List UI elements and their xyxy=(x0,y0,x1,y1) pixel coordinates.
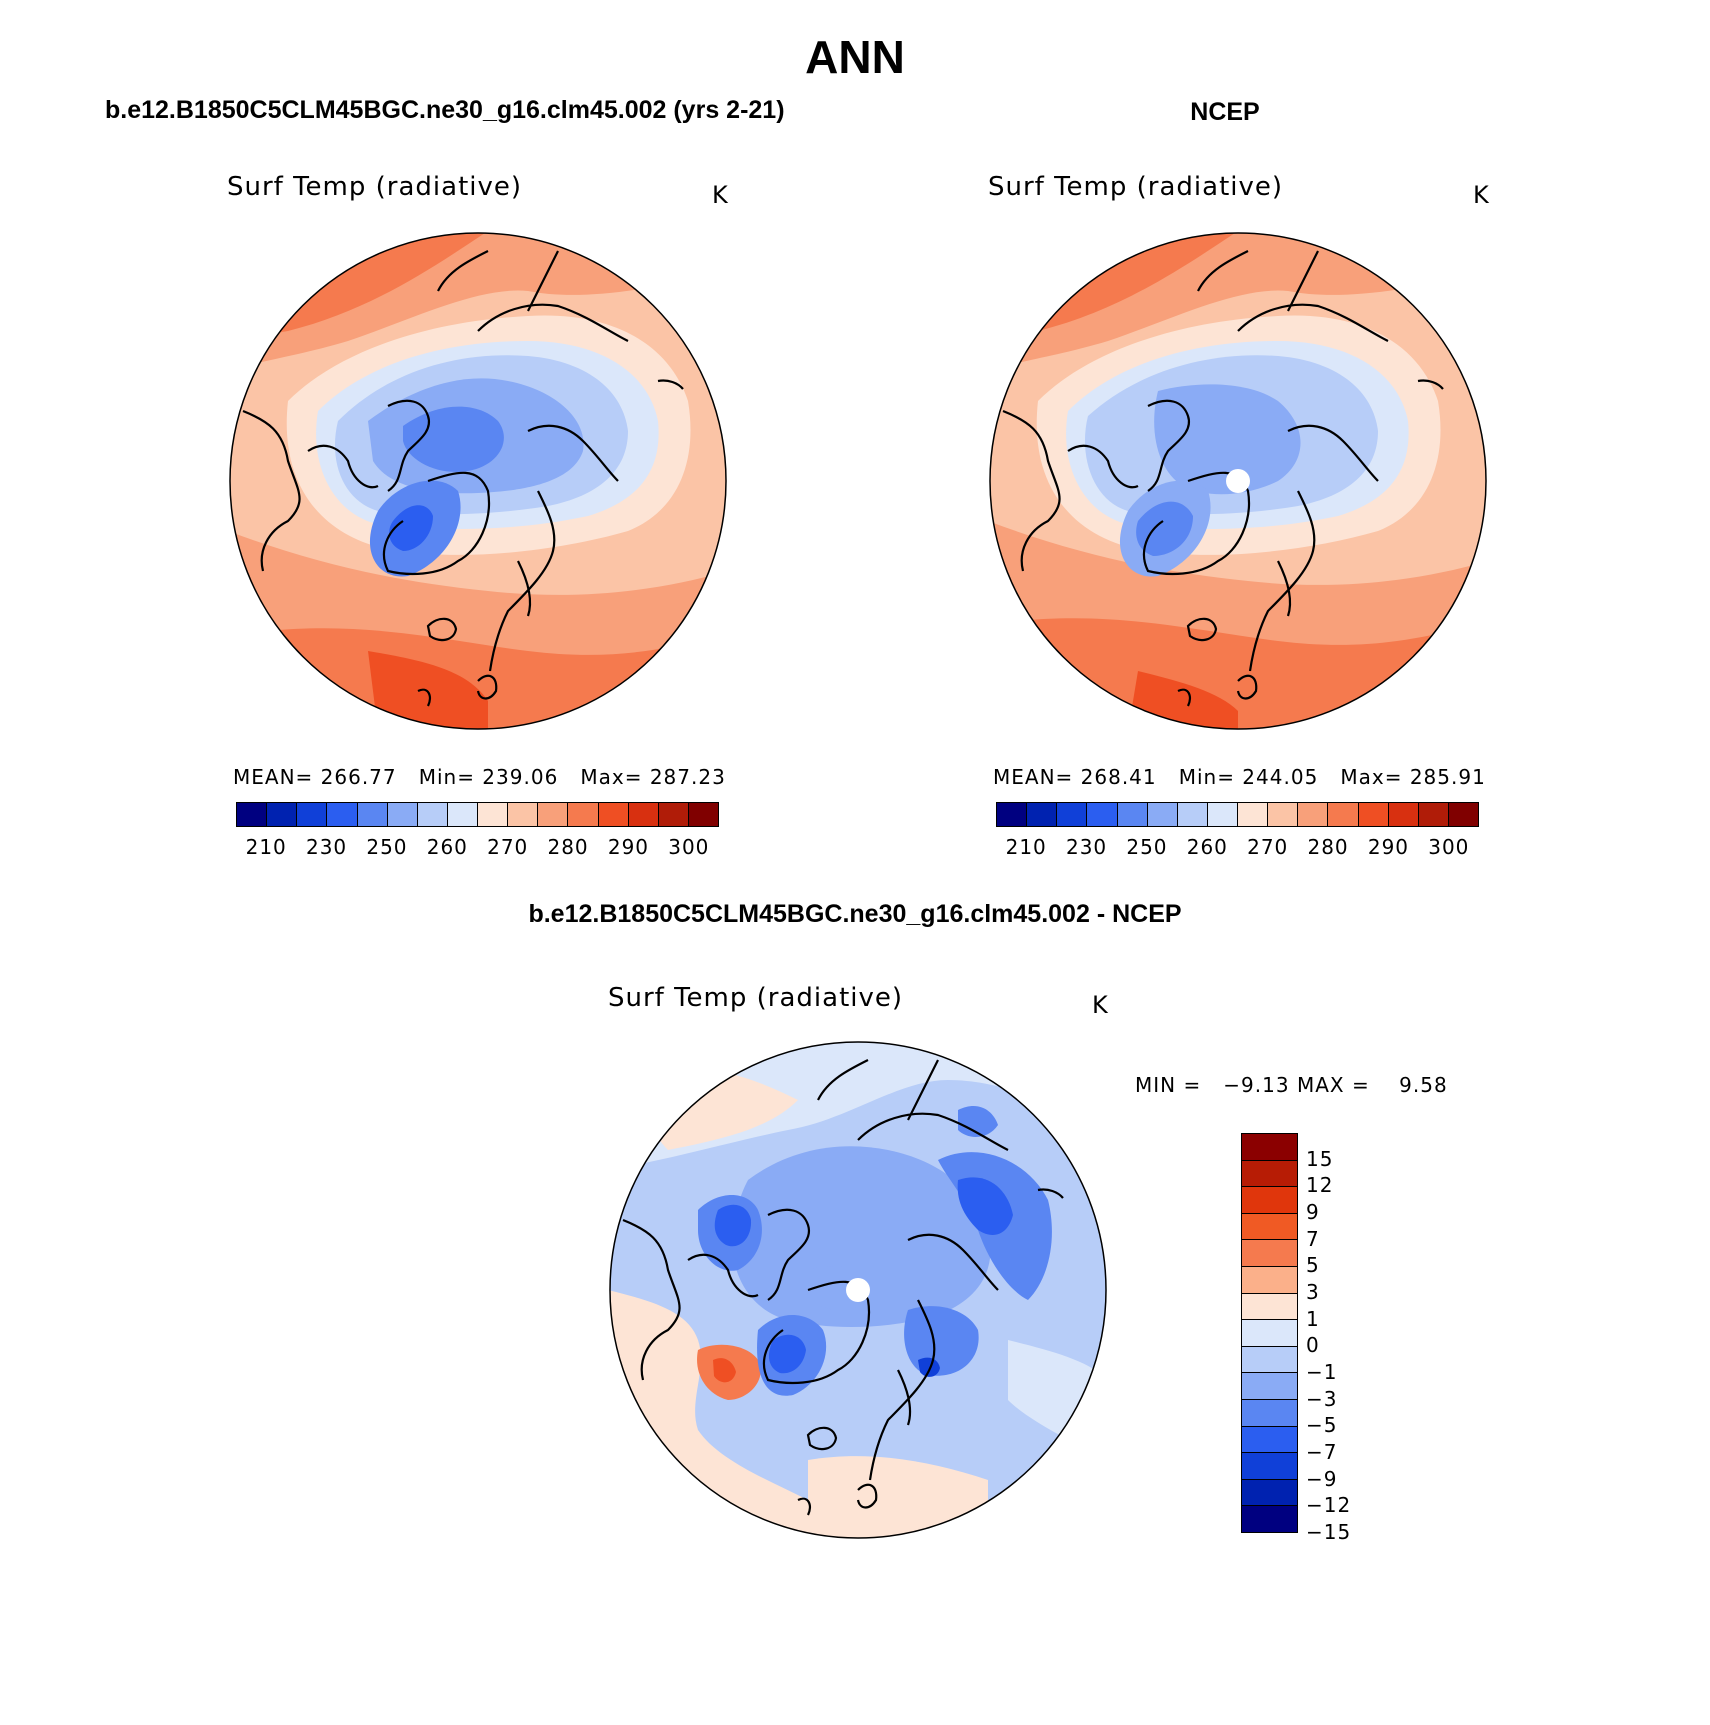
colorbar-cell xyxy=(1418,803,1449,826)
diff-panel-unit: K xyxy=(1092,991,1109,1019)
right-panel-header: NCEP xyxy=(1190,98,1260,126)
left-colorbar xyxy=(236,802,719,827)
colorbar-cell xyxy=(1298,803,1329,826)
right-panel-title: Surf Temp (radiative) xyxy=(988,172,1284,202)
colorbar-tick-label: 5 xyxy=(1306,1253,1320,1278)
colorbar-tick-label: −3 xyxy=(1306,1386,1338,1411)
colorbar-tick-label: −1 xyxy=(1306,1360,1338,1384)
colorbar-tick-label: 260 xyxy=(426,835,468,859)
colorbar-cell xyxy=(1388,803,1419,826)
right-panel-stats: MEAN= 268.41 Min= 244.05 Max= 285.91 xyxy=(993,765,1486,789)
colorbar-tick-label: 210 xyxy=(245,835,287,859)
colorbar-tick-label: 270 xyxy=(1247,835,1289,859)
colorbar-cell xyxy=(1242,1479,1297,1507)
colorbar-cell xyxy=(237,803,268,826)
colorbar-cell xyxy=(538,803,569,826)
colorbar-cell xyxy=(1242,1426,1297,1454)
colorbar-cell xyxy=(598,803,629,826)
colorbar-cell xyxy=(1242,1293,1297,1321)
colorbar-cell xyxy=(1057,803,1088,826)
colorbar-cell xyxy=(1242,1134,1297,1161)
colorbar-cell xyxy=(1242,1187,1297,1214)
colorbar-cell xyxy=(568,803,599,826)
colorbar-tick-label: −15 xyxy=(1306,1520,1352,1544)
figure-title: ANN xyxy=(805,31,905,83)
colorbar-cell xyxy=(508,803,539,826)
colorbar-cell xyxy=(1087,803,1118,826)
colorbar-tick-label: −9 xyxy=(1306,1466,1338,1491)
colorbar-cell xyxy=(357,803,388,826)
colorbar-cell xyxy=(1242,1266,1297,1294)
colorbar-cell xyxy=(417,803,448,826)
colorbar-tick-label: 230 xyxy=(305,835,348,859)
right-polar-map xyxy=(989,232,1487,730)
colorbar-cell xyxy=(1177,803,1208,826)
right-colorbar xyxy=(996,802,1479,827)
left-panel-header: b.e12.B1850C5CLM45BGC.ne30_g16.clm45.002… xyxy=(105,96,785,124)
colorbar-tick-label: 3 xyxy=(1306,1280,1320,1304)
diff-panel-header: b.e12.B1850C5CLM45BGC.ne30_g16.clm45.002… xyxy=(528,900,1182,928)
colorbar-tick-label: 280 xyxy=(547,835,589,859)
colorbar-tick-label: 280 xyxy=(1307,835,1349,859)
colorbar-cell xyxy=(997,803,1028,826)
colorbar-tick-label: 250 xyxy=(366,835,408,859)
colorbar-cell xyxy=(447,803,478,826)
colorbar-cell xyxy=(1268,803,1299,826)
colorbar-cell xyxy=(1242,1346,1297,1374)
colorbar-tick-label: 210 xyxy=(1005,835,1047,859)
colorbar-tick-label: 290 xyxy=(1367,835,1410,859)
colorbar-cell xyxy=(1207,803,1238,826)
left-panel-unit: K xyxy=(712,181,729,209)
colorbar-cell xyxy=(1242,1373,1297,1400)
colorbar-tick-label: 250 xyxy=(1126,835,1168,859)
colorbar-tick-label: 270 xyxy=(487,835,529,859)
colorbar-cell xyxy=(1358,803,1389,826)
colorbar-tick-label: −12 xyxy=(1306,1493,1352,1518)
colorbar-tick-label: 15 xyxy=(1306,1146,1334,1171)
colorbar-tick-label: −5 xyxy=(1306,1413,1338,1438)
colorbar-cell xyxy=(688,803,718,826)
colorbar-tick-label: 290 xyxy=(607,835,650,859)
colorbar-tick-label: 12 xyxy=(1306,1173,1334,1198)
colorbar-cell xyxy=(1242,1453,1297,1480)
colorbar-cell xyxy=(1242,1240,1297,1267)
diff-polar-map xyxy=(609,1041,1107,1539)
left-panel-title: Surf Temp (radiative) xyxy=(227,172,523,202)
colorbar-tick-label: 300 xyxy=(1428,835,1470,859)
colorbar-cell xyxy=(1242,1160,1297,1188)
colorbar-tick-label: 9 xyxy=(1306,1200,1320,1224)
diff-panel-stats: MIN = −9.13 MAX = 9.58 xyxy=(1135,1073,1448,1097)
colorbar-cell xyxy=(1328,803,1359,826)
colorbar-tick-label: 0 xyxy=(1306,1333,1320,1358)
right-panel-unit: K xyxy=(1473,181,1490,209)
colorbar-cell xyxy=(628,803,659,826)
colorbar-cell xyxy=(1242,1399,1297,1427)
colorbar-cell xyxy=(1027,803,1058,826)
colorbar-cell xyxy=(1242,1320,1297,1347)
colorbar-cell xyxy=(478,803,509,826)
left-panel-stats: MEAN= 266.77 Min= 239.06 Max= 287.23 xyxy=(233,765,726,789)
colorbar-cell xyxy=(1242,1506,1297,1532)
colorbar-cell xyxy=(1238,803,1269,826)
colorbar-tick-label: 300 xyxy=(668,835,710,859)
colorbar-cell xyxy=(387,803,418,826)
colorbar-cell xyxy=(297,803,328,826)
colorbar-cell xyxy=(267,803,298,826)
colorbar-cell xyxy=(327,803,358,826)
colorbar-cell xyxy=(1448,803,1478,826)
left-polar-map xyxy=(229,232,727,730)
colorbar-tick-label: 260 xyxy=(1186,835,1228,859)
colorbar-cell xyxy=(1117,803,1148,826)
colorbar-tick-label: 1 xyxy=(1306,1306,1320,1331)
diff-colorbar xyxy=(1241,1133,1298,1533)
colorbar-tick-label: 7 xyxy=(1306,1226,1320,1251)
colorbar-cell xyxy=(1147,803,1178,826)
colorbar-cell xyxy=(1242,1213,1297,1241)
colorbar-tick-label: −7 xyxy=(1306,1440,1338,1464)
colorbar-cell xyxy=(658,803,689,826)
diff-panel-title: Surf Temp (radiative) xyxy=(608,983,904,1013)
colorbar-tick-label: 230 xyxy=(1065,835,1108,859)
